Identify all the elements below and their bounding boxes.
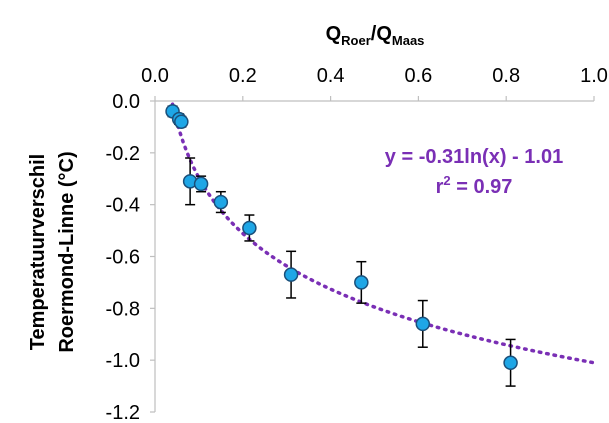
- x-axis-title-q1: Q: [326, 23, 342, 45]
- data-point: [193, 176, 209, 192]
- y-tick-label: -0.2: [106, 143, 140, 165]
- r2-base: r: [436, 176, 444, 198]
- y-tick-label: -0.8: [106, 298, 140, 320]
- x-tick-label: 1.0: [580, 65, 608, 87]
- data-point: [354, 275, 369, 290]
- y-tick-labels: 0.0 -0.2 -0.4 -0.6 -0.8 -1.0 -1.2: [106, 91, 155, 423]
- trendline-equation: y = -0.31ln(x) - 1.01: [385, 146, 563, 168]
- trendline-r2: r2 = 0.97: [436, 173, 513, 198]
- x-axis-title-sub2: Maas: [392, 33, 425, 48]
- x-axis-title-q2: Q: [376, 23, 392, 45]
- data-point: [242, 220, 257, 236]
- y-tick-label: 0.0: [112, 91, 140, 113]
- x-tick-label: 0.8: [492, 65, 520, 87]
- x-tick-labels: 0.0 0.2 0.4 0.6 0.8 1.0: [141, 65, 608, 101]
- data-point: [213, 194, 229, 210]
- data-point: [283, 267, 299, 282]
- r2-rest: = 0.97: [451, 176, 513, 198]
- y-tick-label: -0.4: [106, 195, 140, 217]
- data-point: [503, 355, 518, 371]
- y-tick-label: -0.6: [106, 247, 140, 269]
- data-point: [415, 316, 431, 332]
- r2-sup: 2: [443, 173, 450, 188]
- x-tick-label: 0.4: [317, 65, 345, 87]
- trendline: [170, 102, 596, 365]
- y-axis-title: Temperatuurverschil Roermond-Linne (°C): [27, 151, 78, 352]
- y-tick-label: -1.2: [106, 402, 140, 423]
- y-axis-title-line2: Roermond-Linne (°C): [56, 151, 78, 352]
- x-axis-title: QRoer/QMaas: [326, 23, 425, 48]
- data-point: [174, 114, 189, 129]
- data-points: [165, 104, 518, 371]
- x-axis-title-sep: /: [371, 23, 377, 45]
- x-tick-label: 0.2: [229, 65, 257, 87]
- x-tick-label: 0.0: [141, 65, 169, 87]
- y-axis-title-line1: Temperatuurverschil: [27, 154, 49, 350]
- x-tick-label: 0.6: [404, 65, 432, 87]
- y-tick-label: -1.0: [106, 350, 140, 372]
- x-axis-title-sub1: Roer: [341, 33, 371, 48]
